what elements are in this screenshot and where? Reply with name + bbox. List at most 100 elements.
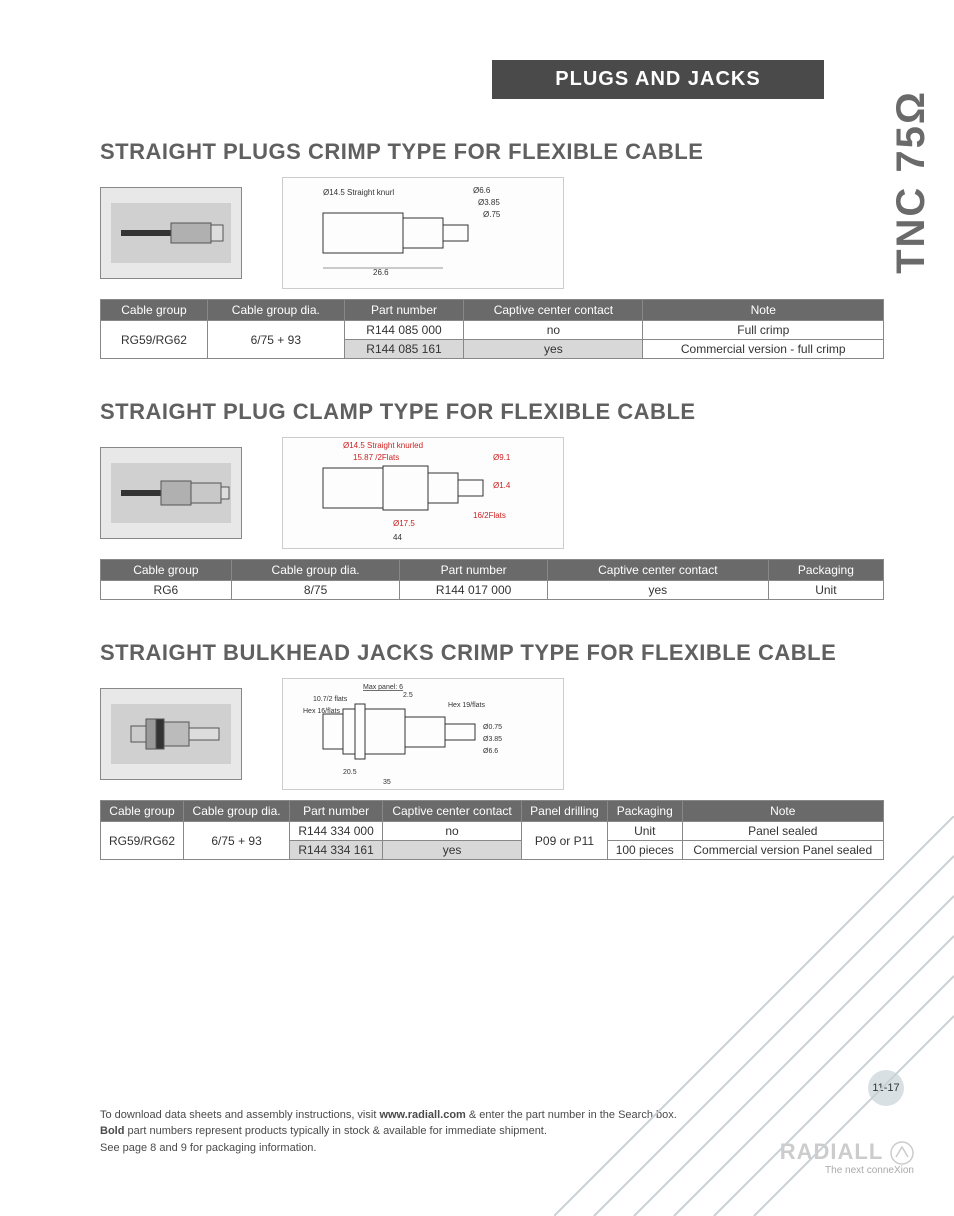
brand-block: RADIALL The next conneXion <box>780 1139 914 1176</box>
cell: RG59/RG62 <box>101 822 184 860</box>
section1-photo <box>100 187 242 279</box>
section1-diagram: Ø14.5 Straight knurl Ø6.6 Ø3.85 Ø.75 26.… <box>282 177 564 289</box>
cell: P09 or P11 <box>522 822 608 860</box>
dimension-drawing-icon: Ø14.5 Straight knurled 15.87 /2Flats Ø9.… <box>293 438 553 548</box>
cell: 8/75 <box>231 581 400 600</box>
cell: Panel sealed <box>682 822 883 841</box>
cell: yes <box>464 340 643 359</box>
section3-images: Max panel: 6 10.7/2 flats Hex 16/flats 2… <box>100 678 884 790</box>
dim-label: 10.7/2 flats <box>313 696 348 703</box>
dim-label: Ø17.5 <box>393 519 415 528</box>
dim-label: 2.5 <box>403 692 413 699</box>
section2-photo <box>100 447 242 539</box>
footer-text: & enter the part number in the Search bo… <box>466 1109 677 1121</box>
cell: no <box>464 321 643 340</box>
product-family-label: TNC 75Ω <box>889 90 934 274</box>
col-header: Part number <box>290 801 383 822</box>
section2-diagram: Ø14.5 Straight knurled 15.87 /2Flats Ø9.… <box>282 437 564 549</box>
cell: Commercial version - full crimp <box>643 340 884 359</box>
dim-label: Max panel: 6 <box>363 684 403 691</box>
section2-title: STRAIGHT PLUG CLAMP TYPE FOR FLEXIBLE CA… <box>100 399 884 425</box>
footer-notes: To download data sheets and assembly ins… <box>100 1107 677 1157</box>
section3-photo <box>100 688 242 780</box>
cell: yes <box>547 581 768 600</box>
dim-label: Ø3.85 <box>478 198 500 207</box>
dim-label: Ø3.85 <box>483 736 502 743</box>
brand-tagline: The next conneXion <box>780 1165 914 1176</box>
connector-photo-icon <box>111 203 231 263</box>
col-header: Note <box>682 801 883 822</box>
page: PLUGS AND JACKS TNC 75Ω STRAIGHT PLUGS C… <box>0 0 954 1216</box>
footer-line: To download data sheets and assembly ins… <box>100 1107 677 1124</box>
brand-mark-icon <box>890 1141 914 1165</box>
col-header: Part number <box>344 300 464 321</box>
cell: Commercial version Panel sealed <box>682 841 883 860</box>
dim-label: Ø.75 <box>483 210 501 219</box>
cell: Full crimp <box>643 321 884 340</box>
section1-table: Cable group Cable group dia. Part number… <box>100 299 884 359</box>
col-header: Cable group <box>101 300 208 321</box>
page-number-badge: 11-17 <box>868 1070 904 1106</box>
dim-label: Ø14.5 Straight knurl <box>323 188 394 197</box>
col-header: Captive center contact <box>464 300 643 321</box>
section3-diagram: Max panel: 6 10.7/2 flats Hex 16/flats 2… <box>282 678 564 790</box>
col-header: Part number <box>400 560 547 581</box>
dim-label: 20.5 <box>343 769 357 776</box>
dim-label: 35 <box>383 779 391 786</box>
footer-line: Bold part numbers represent products typ… <box>100 1123 677 1140</box>
table-row: RG6 8/75 R144 017 000 yes Unit <box>101 581 884 600</box>
cell: 100 pieces <box>607 841 682 860</box>
dim-label: 15.87 /2Flats <box>353 453 399 462</box>
col-header: Cable group dia. <box>207 300 344 321</box>
col-header: Packaging <box>768 560 883 581</box>
col-header: Panel drilling <box>522 801 608 822</box>
col-header: Note <box>643 300 884 321</box>
dim-label: 26.6 <box>373 268 389 277</box>
footer-link: www.radiall.com <box>379 1109 465 1121</box>
connector-photo-icon <box>111 704 231 764</box>
footer-line: See page 8 and 9 for packaging informati… <box>100 1140 677 1157</box>
dim-label: Ø9.1 <box>493 453 511 462</box>
dim-label: Ø0.75 <box>483 724 502 731</box>
cell: Unit <box>768 581 883 600</box>
dimension-drawing-icon: Max panel: 6 10.7/2 flats Hex 16/flats 2… <box>293 679 553 789</box>
section1-title: STRAIGHT PLUGS CRIMP TYPE FOR FLEXIBLE C… <box>100 139 884 165</box>
cell: 6/75 + 93 <box>207 321 344 359</box>
cell: R144 085 161 <box>344 340 464 359</box>
cell: yes <box>383 841 522 860</box>
col-header: Packaging <box>607 801 682 822</box>
section1-images: Ø14.5 Straight knurl Ø6.6 Ø3.85 Ø.75 26.… <box>100 177 884 289</box>
cell: R144 334 161 <box>290 841 383 860</box>
section3-title: STRAIGHT BULKHEAD JACKS CRIMP TYPE FOR F… <box>100 640 884 666</box>
footer-text: To download data sheets and assembly ins… <box>100 1109 379 1121</box>
table-row: RG59/RG62 6/75 + 93 R144 334 000 no P09 … <box>101 822 884 841</box>
dim-label: Ø14.5 Straight knurled <box>343 441 423 450</box>
col-header: Cable group <box>101 560 232 581</box>
cell: R144 017 000 <box>400 581 547 600</box>
col-header: Captive center contact <box>547 560 768 581</box>
cell: Unit <box>607 822 682 841</box>
dim-label: 44 <box>393 533 402 542</box>
cell: RG59/RG62 <box>101 321 208 359</box>
table-row: RG59/RG62 6/75 + 93 R144 085 000 no Full… <box>101 321 884 340</box>
footer-text: Bold <box>100 1125 124 1137</box>
footer-text: part numbers represent products typicall… <box>124 1125 546 1137</box>
dim-label: 16/2Flats <box>473 511 506 520</box>
section3-table: Cable group Cable group dia. Part number… <box>100 800 884 860</box>
brand-logo: RADIALL <box>780 1139 914 1165</box>
dim-label: Hex 19/flats <box>448 702 485 709</box>
dim-label: Ø6.6 <box>473 186 491 195</box>
section-banner: PLUGS AND JACKS <box>492 60 824 99</box>
dimension-drawing-icon: Ø14.5 Straight knurl Ø6.6 Ø3.85 Ø.75 26.… <box>293 183 553 283</box>
col-header: Cable group dia. <box>231 560 400 581</box>
section2-images: Ø14.5 Straight knurled 15.87 /2Flats Ø9.… <box>100 437 884 549</box>
section2-table: Cable group Cable group dia. Part number… <box>100 559 884 600</box>
col-header: Cable group <box>101 801 184 822</box>
col-header: Cable group dia. <box>184 801 290 822</box>
brand-name: RADIALL <box>780 1139 883 1164</box>
cell: RG6 <box>101 581 232 600</box>
dim-label: Ø6.6 <box>483 748 498 755</box>
cell: R144 085 000 <box>344 321 464 340</box>
connector-photo-icon <box>111 463 231 523</box>
cell: R144 334 000 <box>290 822 383 841</box>
